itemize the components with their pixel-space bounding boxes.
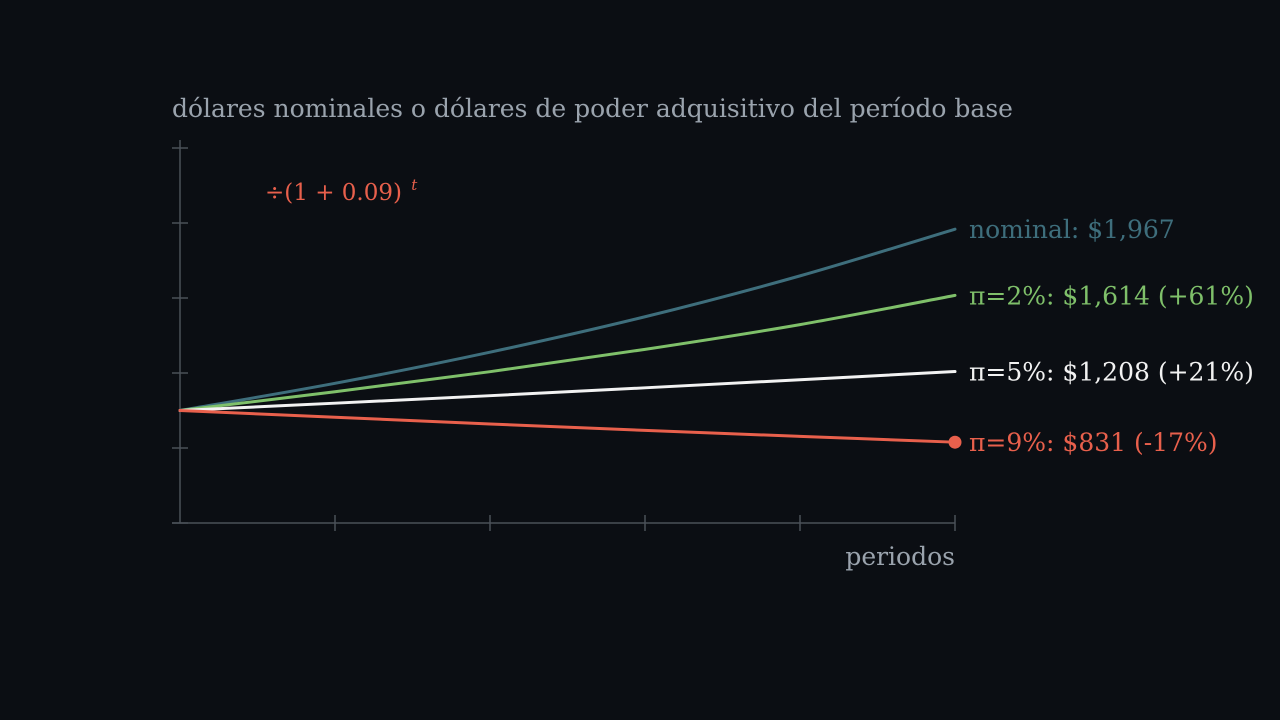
deflator-formula: ÷(1 + 0.09) t — [265, 176, 418, 206]
y-axis-label: dólares nominales o dólares de poder adq… — [172, 94, 1013, 123]
series-label-3: π=9%: $831 (-17%) — [969, 428, 1218, 457]
axes — [172, 140, 956, 531]
series-label-1: π=2%: $1,614 (+61%) — [969, 281, 1254, 310]
x-axis-label: periodos — [845, 542, 955, 571]
series-end-marker-3 — [948, 435, 962, 449]
series-line-0 — [178, 227, 957, 412]
formula-base: ÷(1 + 0.09) — [265, 180, 402, 206]
series-label-2: π=5%: $1,208 (+21%) — [969, 358, 1254, 387]
series-line-1 — [178, 293, 957, 412]
series-labels: nominal: $1,967 π=2%: $1,614 (+61%) π=5%: … — [969, 215, 1254, 457]
series-line-3 — [178, 409, 957, 444]
x-axis-ticks — [334, 515, 956, 531]
formula-exponent: t — [411, 176, 418, 194]
series-line-2 — [178, 370, 957, 412]
series-lines — [178, 227, 962, 449]
y-axis-ticks — [172, 147, 188, 524]
series-label-0: nominal: $1,967 — [969, 215, 1175, 244]
